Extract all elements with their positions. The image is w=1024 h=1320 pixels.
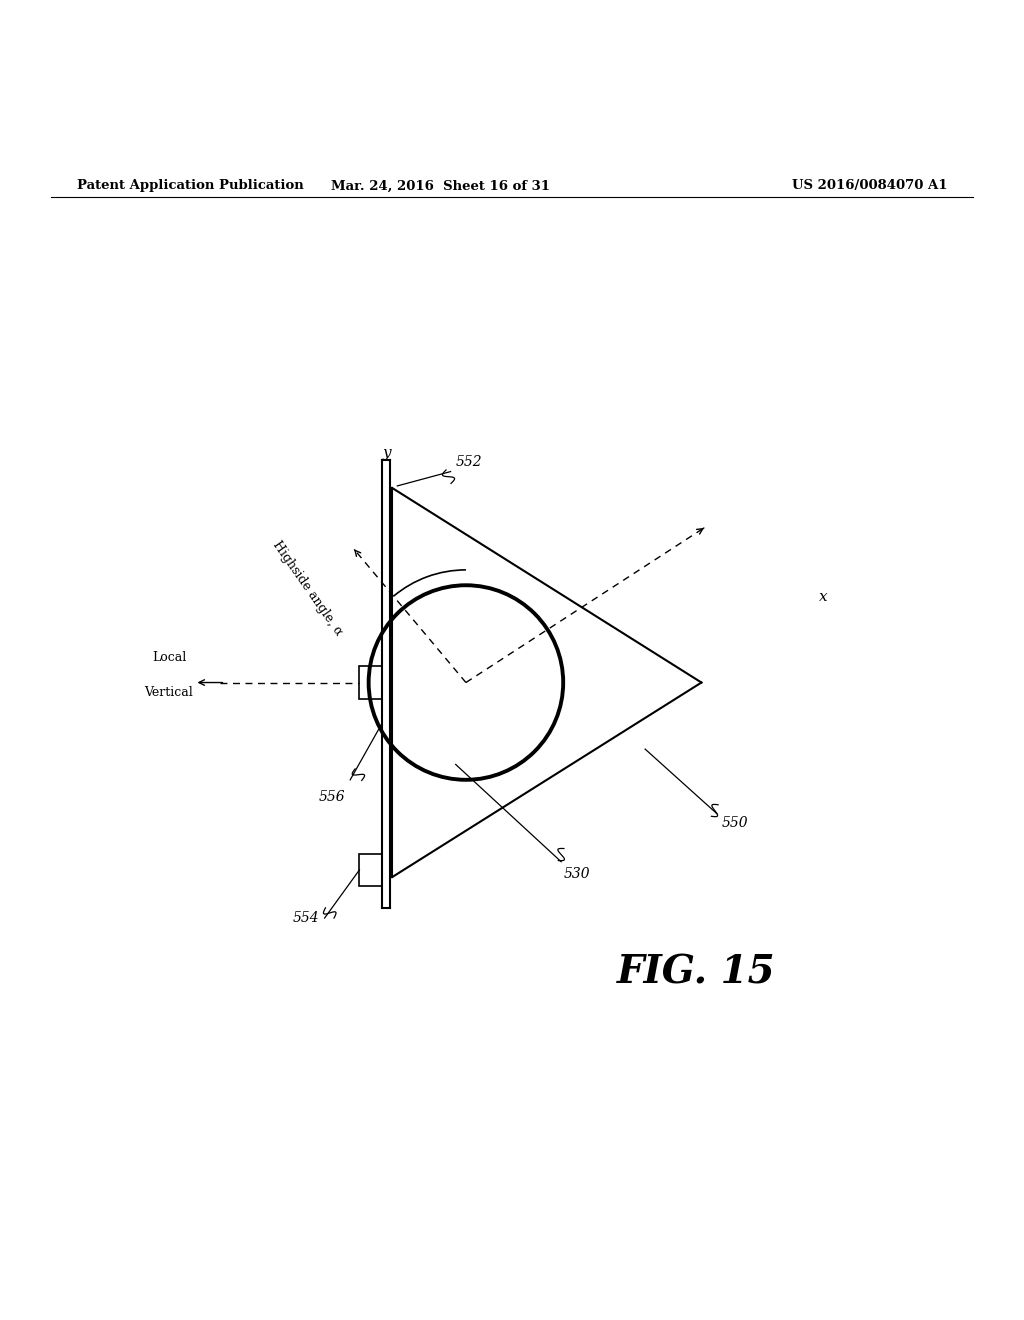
Text: Patent Application Publication: Patent Application Publication (77, 180, 303, 193)
Text: FIG. 15: FIG. 15 (617, 953, 775, 991)
Text: US 2016/0084070 A1: US 2016/0084070 A1 (792, 180, 947, 193)
Text: 550: 550 (722, 816, 749, 830)
Text: Vertical: Vertical (144, 685, 194, 698)
Text: Mar. 24, 2016  Sheet 16 of 31: Mar. 24, 2016 Sheet 16 of 31 (331, 180, 550, 193)
Text: 552: 552 (456, 454, 482, 469)
Bar (359, 854, 382, 886)
Text: 530: 530 (563, 867, 590, 880)
Text: Local: Local (152, 651, 186, 664)
Bar (359, 667, 382, 698)
Text: 556: 556 (318, 791, 345, 804)
Text: x: x (819, 590, 827, 603)
Text: Highside angle, α: Highside angle, α (269, 539, 345, 638)
Text: y: y (383, 446, 391, 461)
Text: 554: 554 (293, 911, 319, 925)
